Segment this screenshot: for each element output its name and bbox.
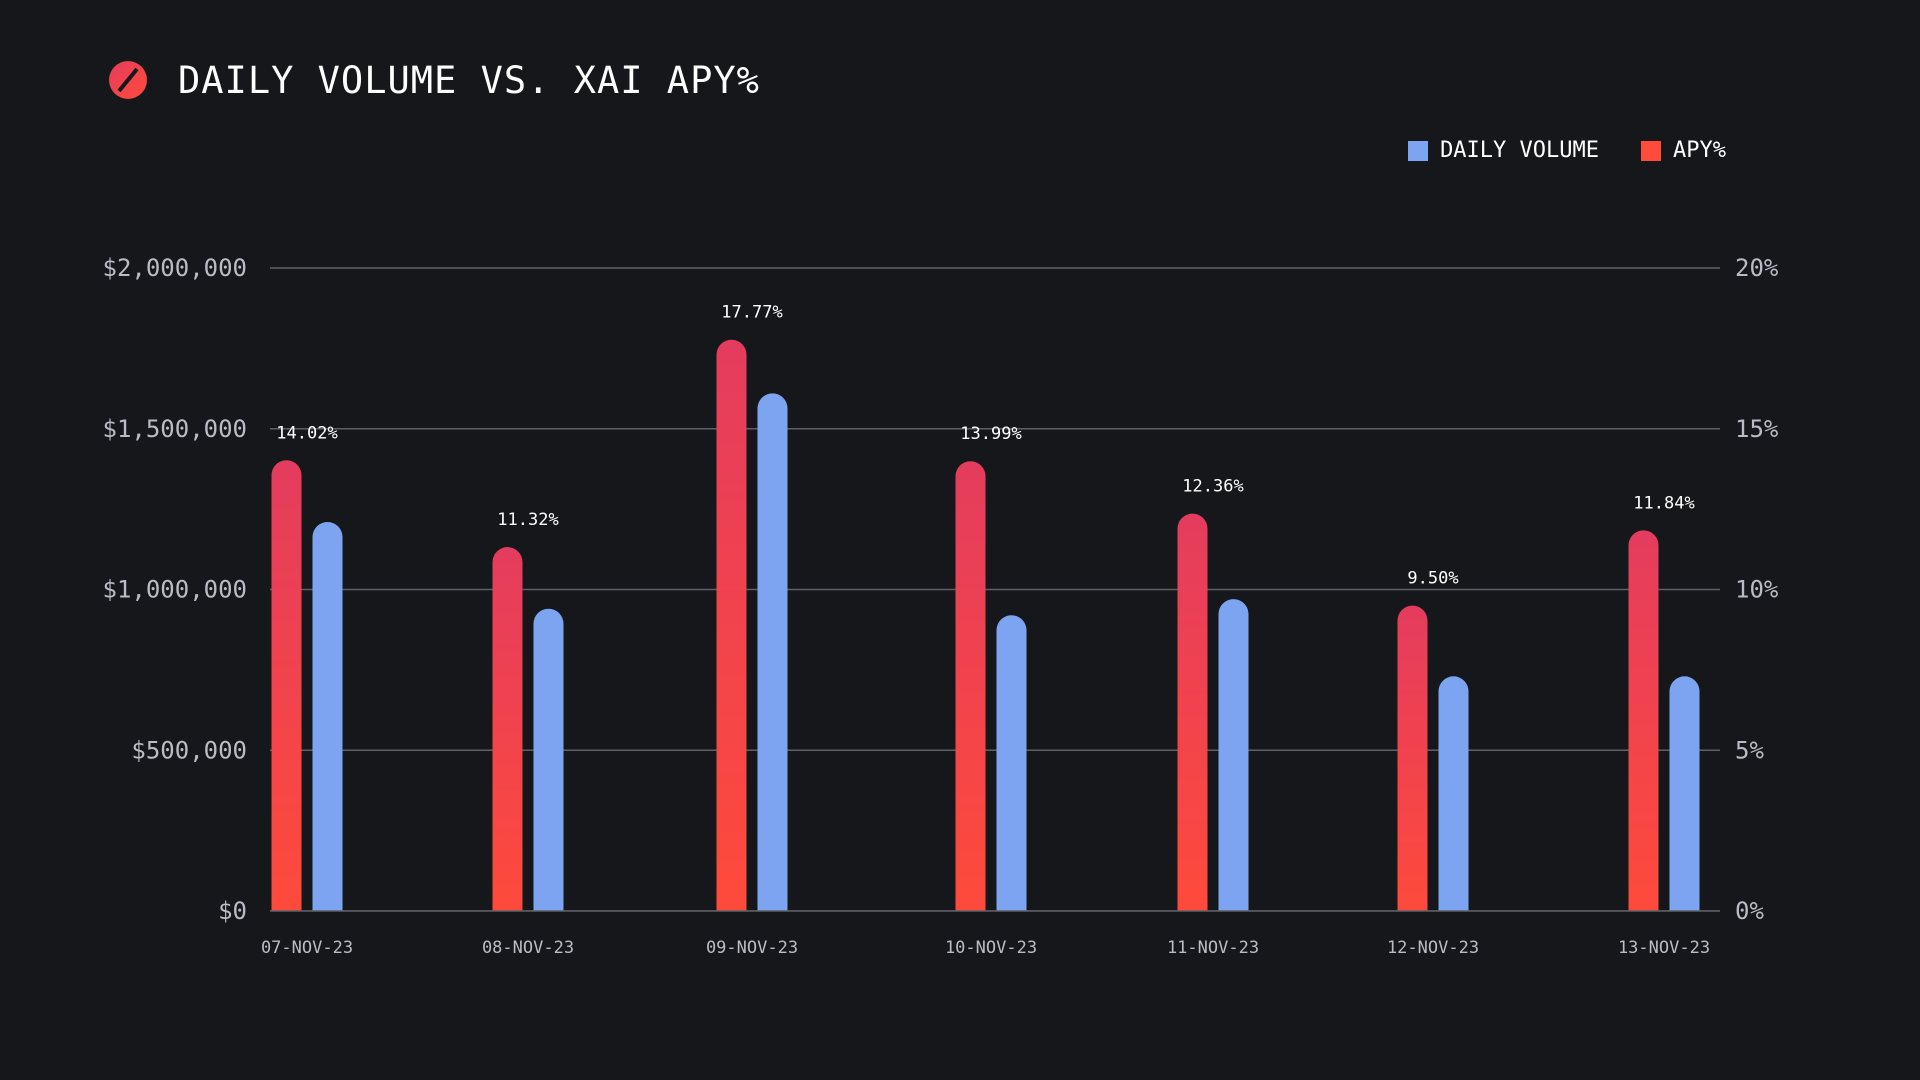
legend-swatch-volume bbox=[1408, 140, 1429, 161]
apy-data-label: 14.02% bbox=[276, 423, 337, 443]
grid-lines bbox=[270, 267, 1720, 912]
x-tick-label: 11-NOV-23 bbox=[1167, 938, 1259, 958]
volume-bar[interactable] bbox=[312, 521, 343, 926]
legend-swatch-apy bbox=[1641, 140, 1662, 161]
left-tick-label: $500,000 bbox=[131, 736, 247, 764]
left-tick-label: $0 bbox=[218, 897, 247, 925]
right-axis: 0% 5% 10% 15% 20% bbox=[1735, 254, 1779, 925]
volume-bar[interactable] bbox=[533, 608, 564, 926]
left-axis: $0 $500,000 $1,000,000 $1,500,000 $2,000,000 bbox=[103, 254, 248, 925]
right-tick-label: 5% bbox=[1735, 736, 1764, 764]
x-tick-label: 10-NOV-23 bbox=[945, 938, 1037, 958]
x-tick-label: 13-NOV-23 bbox=[1618, 938, 1710, 958]
x-tick-label: 08-NOV-23 bbox=[482, 938, 574, 958]
apy-data-label: 17.77% bbox=[721, 303, 782, 323]
right-tick-label: 10% bbox=[1735, 576, 1779, 604]
data-labels: 14.02% 11.32% 17.77% 13.99% 12.36% 9.50% 11.84… bbox=[276, 303, 1694, 589]
apy-bar[interactable] bbox=[1628, 530, 1659, 926]
chart-title: DAILY VOLUME VS. XAI APY% bbox=[178, 58, 760, 102]
left-tick-label: $1,500,000 bbox=[103, 415, 248, 443]
chart-legend: DAILY VOLUME APY% bbox=[1408, 138, 1726, 163]
apy-bar[interactable] bbox=[1177, 513, 1208, 926]
chart-header: DAILY VOLUME VS. XAI APY% bbox=[108, 56, 760, 104]
apy-data-label: 11.84% bbox=[1633, 493, 1694, 513]
legend-label-apy: APY% bbox=[1673, 138, 1726, 163]
apy-bar[interactable] bbox=[271, 460, 302, 926]
apy-bar[interactable] bbox=[492, 547, 523, 926]
volume-bar[interactable] bbox=[757, 393, 788, 926]
apy-bar[interactable] bbox=[716, 339, 747, 927]
volume-bar[interactable] bbox=[1438, 676, 1469, 926]
legend-label-volume: DAILY VOLUME bbox=[1440, 138, 1600, 163]
legend-item-volume[interactable]: DAILY VOLUME bbox=[1408, 138, 1599, 163]
volume-bar[interactable] bbox=[1669, 676, 1700, 926]
x-tick-label: 12-NOV-23 bbox=[1387, 938, 1479, 958]
right-tick-label: 0% bbox=[1735, 897, 1764, 925]
volume-bar[interactable] bbox=[996, 615, 1027, 926]
apy-data-label: 12.36% bbox=[1182, 477, 1243, 497]
bars bbox=[270, 339, 1720, 927]
right-tick-label: 20% bbox=[1735, 254, 1779, 282]
apy-bar[interactable] bbox=[1397, 605, 1428, 926]
volume-bar[interactable] bbox=[1218, 599, 1249, 926]
right-tick-label: 15% bbox=[1735, 415, 1779, 443]
apy-data-label: 13.99% bbox=[960, 424, 1021, 444]
apy-data-label: 9.50% bbox=[1407, 569, 1458, 589]
apy-bar[interactable] bbox=[955, 461, 986, 926]
x-axis: 07-NOV-23 08-NOV-23 09-NOV-23 10-NOV-23 11-N… bbox=[261, 938, 1710, 958]
x-tick-label: 07-NOV-23 bbox=[261, 938, 353, 958]
logo-icon bbox=[109, 61, 147, 99]
apy-data-label: 11.32% bbox=[497, 510, 558, 530]
x-tick-label: 09-NOV-23 bbox=[706, 938, 798, 958]
legend-item-apy[interactable]: APY% bbox=[1641, 138, 1726, 163]
baseline-mask bbox=[270, 911, 1720, 927]
left-tick-label: $2,000,000 bbox=[103, 254, 248, 282]
left-tick-label: $1,000,000 bbox=[103, 576, 248, 604]
